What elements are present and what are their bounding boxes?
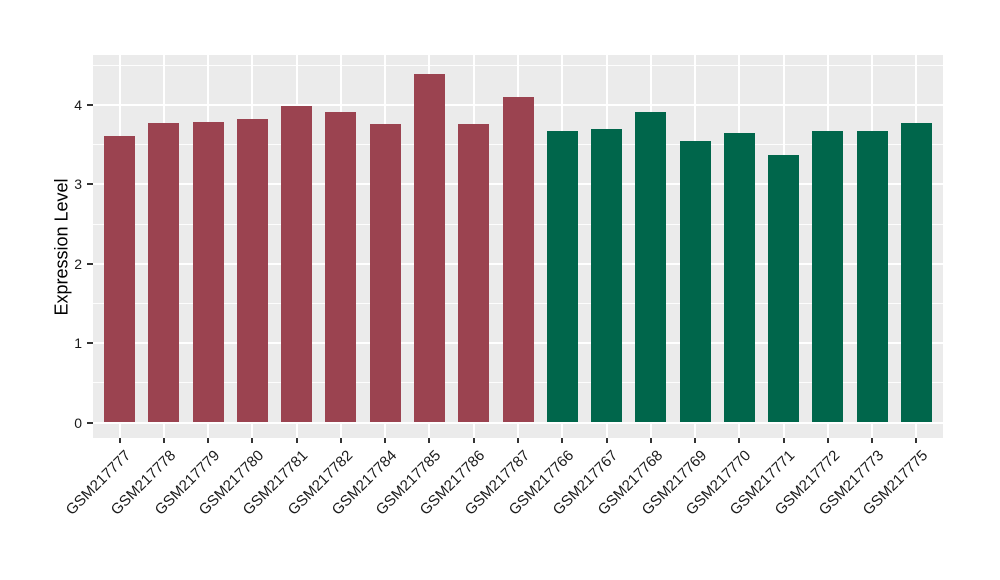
y-tick-mark bbox=[87, 183, 93, 186]
y-tick-mark bbox=[87, 421, 93, 424]
bar-GSM217782 bbox=[325, 112, 357, 423]
x-tick-mark bbox=[472, 438, 475, 443]
bar-GSM217787 bbox=[502, 96, 534, 423]
plot-area bbox=[93, 55, 943, 438]
x-tick-mark bbox=[738, 438, 741, 443]
bar-GSM217785 bbox=[413, 73, 445, 423]
x-tick-mark bbox=[384, 438, 387, 443]
y-tick-mark bbox=[87, 103, 93, 106]
bar-GSM217775 bbox=[900, 123, 932, 423]
bar-GSM217777 bbox=[104, 135, 136, 423]
bar-GSM217768 bbox=[635, 112, 667, 423]
x-tick-mark bbox=[694, 438, 697, 443]
x-tick-mark bbox=[428, 438, 431, 443]
x-tick-mark bbox=[339, 438, 342, 443]
bar-GSM217779 bbox=[192, 121, 224, 423]
x-tick-mark bbox=[826, 438, 829, 443]
bar-GSM217769 bbox=[679, 140, 711, 423]
y-tick-mark bbox=[87, 342, 93, 345]
bar-GSM217770 bbox=[723, 132, 755, 423]
bar-GSM217778 bbox=[148, 123, 180, 423]
bar-GSM217766 bbox=[546, 131, 578, 423]
bar-GSM217781 bbox=[281, 106, 313, 423]
x-tick-mark bbox=[782, 438, 785, 443]
x-tick-mark bbox=[251, 438, 254, 443]
bar-GSM217773 bbox=[856, 131, 888, 423]
y-axis-title: Expression Level bbox=[51, 178, 72, 316]
y-tick-label: 2 bbox=[74, 255, 82, 272]
bar-GSM217772 bbox=[812, 131, 844, 423]
x-tick-mark bbox=[118, 438, 121, 443]
x-tick-mark bbox=[517, 438, 519, 443]
y-tick-label: 3 bbox=[74, 176, 82, 193]
x-tick-mark bbox=[561, 438, 564, 443]
x-tick-mark bbox=[162, 438, 165, 443]
y-tick-label: 1 bbox=[74, 335, 82, 352]
bar-GSM217771 bbox=[768, 154, 800, 423]
bar-GSM217780 bbox=[236, 119, 268, 423]
y-tick-label: 0 bbox=[74, 414, 82, 431]
bar-GSM217784 bbox=[369, 123, 401, 423]
x-tick-mark bbox=[295, 438, 298, 443]
x-tick-mark bbox=[649, 438, 652, 443]
x-tick-mark bbox=[207, 438, 210, 443]
y-tick-mark bbox=[87, 262, 93, 265]
x-tick-mark bbox=[605, 438, 608, 443]
y-tick-label: 4 bbox=[74, 96, 82, 113]
x-tick-mark bbox=[871, 438, 874, 443]
x-tick-mark bbox=[915, 438, 918, 443]
bar-GSM217786 bbox=[458, 123, 490, 423]
bar-GSM217767 bbox=[591, 128, 623, 423]
